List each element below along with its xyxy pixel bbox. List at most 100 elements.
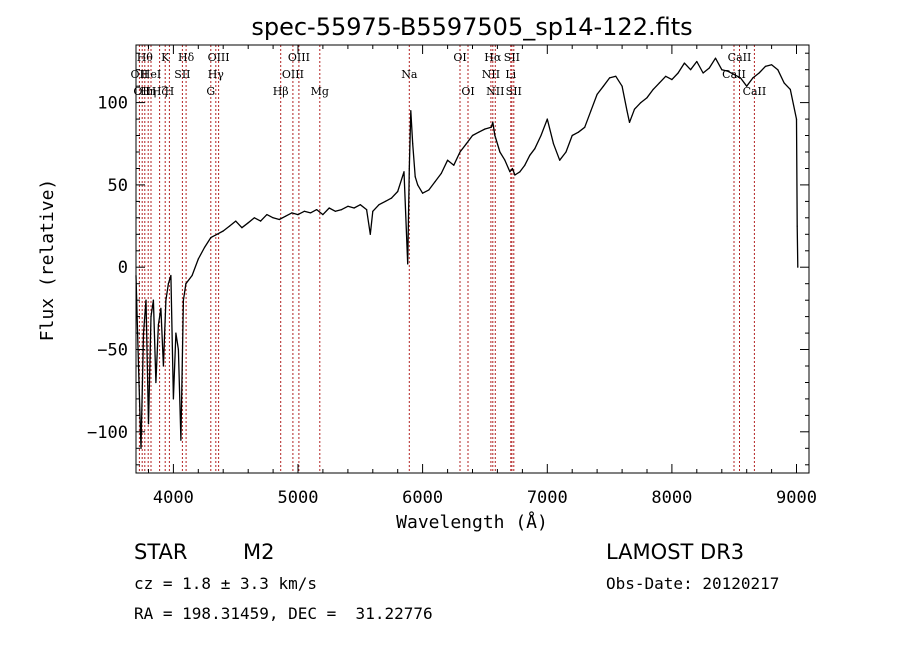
- data-point: [407, 263, 409, 265]
- line-marker-label: OII: [133, 85, 151, 98]
- data-point: [266, 214, 268, 216]
- data-point: [316, 209, 318, 211]
- survey-name: LAMOST DR3: [606, 540, 745, 564]
- y-tick-label: 100: [97, 94, 128, 114]
- data-point: [366, 209, 368, 211]
- data-point: [683, 62, 686, 64]
- line-marker-label: OI: [461, 85, 474, 98]
- data-point: [721, 69, 723, 71]
- x-axis-label: Wavelength (Å): [396, 511, 548, 533]
- data-point: [764, 65, 767, 67]
- data-point: [621, 85, 623, 87]
- object-subclass: M2: [243, 540, 275, 564]
- data-point: [422, 192, 424, 194]
- data-point: [727, 70, 729, 72]
- data-point: [145, 299, 147, 301]
- object-class: STAR: [134, 540, 188, 564]
- data-point: [303, 210, 305, 212]
- data-point: [789, 88, 791, 90]
- data-point: [609, 77, 611, 79]
- data-point: [197, 258, 199, 260]
- data-point: [253, 217, 255, 219]
- x-tick-label: 7000: [527, 488, 568, 508]
- data-point: [492, 121, 494, 123]
- data-point: [665, 75, 667, 77]
- data-point: [504, 159, 506, 161]
- line-marker-label: Hθ: [137, 51, 154, 64]
- data-point: [628, 121, 631, 123]
- data-point: [752, 77, 754, 79]
- x-tick-label: 6000: [402, 488, 443, 508]
- data-point: [353, 207, 355, 209]
- data-point: [453, 164, 455, 166]
- data-point: [228, 225, 231, 227]
- data-point: [633, 108, 636, 110]
- coordinates: RA = 198.31459, DEC = 31.22776: [134, 604, 433, 623]
- data-point: [140, 447, 142, 449]
- data-point: [334, 210, 336, 212]
- redshift-cz: cz = 1.8 ± 3.3 km/s: [134, 574, 318, 593]
- data-point: [247, 222, 249, 224]
- data-point: [157, 324, 159, 326]
- data-point: [690, 69, 692, 71]
- data-point: [403, 171, 405, 173]
- data-point: [410, 110, 412, 112]
- data-point: [615, 75, 617, 77]
- data-point: [696, 60, 698, 63]
- observation-date: Obs-Date: 20120217: [606, 574, 780, 593]
- data-point: [167, 283, 169, 285]
- data-point: [524, 164, 526, 166]
- data-point: [471, 134, 474, 137]
- data-point: [739, 77, 742, 79]
- data-point: [746, 85, 748, 87]
- x-tick-label: 8000: [651, 488, 692, 508]
- data-point: [165, 299, 167, 301]
- line-marker-label: Hβ: [273, 85, 289, 98]
- x-tick-label: 5000: [278, 488, 319, 508]
- data-point: [185, 283, 187, 285]
- y-tick-label: −100: [87, 423, 128, 443]
- line-marker-label: Hη: [140, 85, 156, 98]
- data-point: [777, 69, 779, 71]
- data-point: [733, 74, 735, 76]
- data-point: [175, 332, 177, 334]
- data-point: [155, 381, 157, 384]
- x-tick-label: 4000: [153, 488, 194, 508]
- data-point: [235, 220, 237, 222]
- data-point: [658, 82, 661, 84]
- data-point: [291, 212, 293, 214]
- data-point: [559, 159, 561, 161]
- data-point: [459, 151, 461, 153]
- data-point: [596, 93, 598, 95]
- data-point: [677, 72, 679, 74]
- data-point: [490, 126, 492, 128]
- data-point: [322, 214, 324, 216]
- line-marker-label: SII: [174, 68, 190, 81]
- spectrum-series: [135, 57, 799, 449]
- data-point: [150, 316, 152, 318]
- data-point: [534, 148, 536, 150]
- data-point: [428, 189, 430, 191]
- y-tick-label: −50: [97, 341, 128, 361]
- data-point: [702, 72, 704, 74]
- data-point: [412, 143, 414, 145]
- data-point: [529, 154, 531, 156]
- data-point: [546, 118, 548, 120]
- line-marker-label: Mg: [311, 85, 329, 98]
- data-point: [509, 171, 511, 173]
- data-point: [795, 118, 798, 120]
- data-point: [447, 159, 449, 161]
- data-point: [511, 167, 513, 170]
- data-point: [571, 134, 573, 137]
- line-marker-label: CaII: [743, 85, 767, 98]
- chart-title: spec-55975-B5597505_sp14-122.fits: [251, 13, 692, 41]
- data-point: [272, 217, 274, 219]
- data-point: [384, 200, 386, 202]
- data-point: [182, 299, 184, 301]
- data-point: [519, 171, 521, 173]
- data-point: [260, 220, 262, 222]
- line-marker-label: SII: [506, 85, 522, 98]
- line-marker-label: Hγ: [208, 68, 225, 81]
- data-point: [417, 184, 419, 186]
- data-point: [671, 79, 673, 81]
